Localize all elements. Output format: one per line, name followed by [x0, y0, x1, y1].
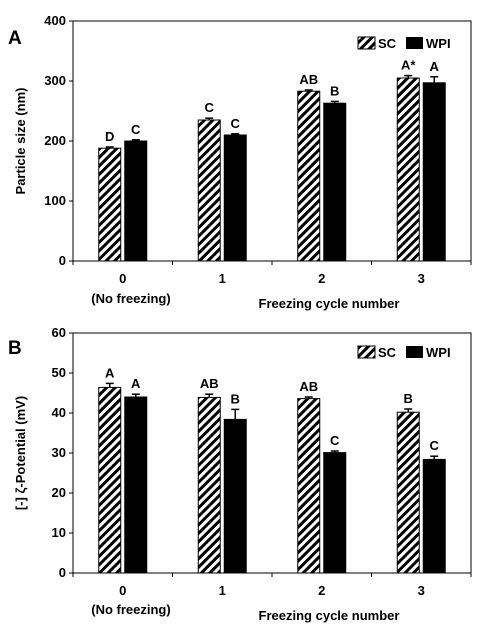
bars-a: 0 100 200 300 400 0 1 2 3 D C AB A* C C B A: [44, 13, 472, 286]
significance-label-sc-b-0: A: [105, 365, 115, 380]
x-tick-label-b-2: 2: [318, 583, 325, 598]
x-axis-label-a: Freezing cycle number: [259, 296, 400, 311]
chart-panel-b: B [-] ζ-Potential (mV) Freezing cycle nu…: [8, 325, 472, 623]
bar-sc-b-0: [98, 386, 122, 574]
x-tick-label-a-3: 3: [418, 271, 425, 286]
y-tick-label-b-4: 40: [52, 405, 66, 420]
bar-sc-b-2: [297, 398, 321, 574]
bar-sc-a-3: [396, 77, 420, 262]
x-tick-label-b-3: 3: [418, 583, 425, 598]
significance-label-sc-b-3: B: [404, 391, 413, 406]
legend-swatch-sc-b: [357, 345, 376, 359]
bar-sc-a-2: [297, 90, 321, 262]
legend-swatch-wpi-a: [406, 37, 423, 49]
y-tick-label-a-4: 400: [44, 13, 66, 28]
significance-label-sc-a-1: C: [205, 100, 215, 115]
y-axis-label-b: [-] ζ-Potential (mV): [13, 396, 28, 510]
x-axis-label-b: Freezing cycle number: [259, 608, 400, 623]
y-tick-label-b-0: 0: [59, 565, 66, 580]
bar-sc-a-1: [197, 119, 221, 262]
y-tick-label-a-3: 300: [44, 73, 66, 88]
y-tick-label-a-0: 0: [59, 253, 66, 268]
x-sublabel-a: (No freezing): [91, 291, 170, 306]
significance-label-wpi-b-0: A: [131, 376, 141, 391]
x-tick-label-a-2: 2: [318, 271, 325, 286]
x-tick-label-a-1: 1: [219, 271, 226, 286]
significance-label-wpi-b-3: C: [430, 438, 440, 453]
bar-sc-b-3: [396, 411, 420, 574]
bar-wpi-a-2: [323, 102, 347, 262]
legend-label-sc-b: SC: [378, 345, 397, 360]
panel-label-b: B: [8, 338, 22, 359]
significance-label-wpi-a-1: C: [231, 116, 241, 131]
legend-label-wpi-b: WPI: [426, 345, 451, 360]
bar-wpi-a-3: [422, 82, 446, 262]
significance-label-wpi-a-0: C: [131, 122, 141, 137]
significance-label-wpi-a-3: A: [430, 59, 440, 74]
y-tick-label-a-2: 200: [44, 133, 66, 148]
legend-label-wpi-a: WPI: [426, 36, 451, 51]
x-tick-label-a-0: 0: [119, 271, 126, 286]
legend-b: SC WPI: [357, 345, 451, 360]
bar-wpi-a-1: [223, 134, 247, 262]
bar-wpi-b-3: [422, 458, 446, 574]
significance-label-sc-a-3: A*: [401, 58, 416, 73]
y-tick-label-b-2: 20: [52, 485, 66, 500]
x-tick-label-b-1: 1: [219, 583, 226, 598]
bar-wpi-b-1: [223, 418, 247, 574]
significance-label-wpi-a-2: B: [330, 83, 339, 98]
y-tick-label-b-3: 30: [52, 445, 66, 460]
y-axis-label-a: Particle size (nm): [13, 88, 28, 195]
y-tick-label-b-1: 10: [52, 525, 66, 540]
x-sublabel-b: (No freezing): [91, 602, 170, 617]
x-tick-label-b-0: 0: [119, 583, 126, 598]
y-tick-label-a-1: 100: [44, 193, 66, 208]
chart-panel-a: A Particle size (nm) Freezing cycle numb…: [8, 13, 472, 311]
y-tick-label-b-5: 50: [52, 365, 66, 380]
bar-sc-b-1: [197, 396, 221, 574]
bar-wpi-b-0: [124, 396, 148, 574]
bar-wpi-a-0: [124, 140, 148, 262]
legend-swatch-sc-a: [357, 36, 376, 50]
significance-label-wpi-b-1: B: [231, 391, 240, 406]
significance-label-sc-a-2: AB: [299, 72, 318, 87]
significance-label-sc-b-1: AB: [200, 376, 219, 391]
legend-label-sc-a: SC: [378, 36, 397, 51]
y-tick-label-b-6: 60: [52, 325, 66, 340]
legend-a: SC WPI: [357, 36, 451, 51]
significance-label-sc-a-0: D: [105, 129, 114, 144]
significance-label-wpi-b-2: C: [330, 433, 340, 448]
bar-wpi-b-2: [323, 452, 347, 574]
legend-swatch-wpi-b: [406, 346, 423, 358]
bar-sc-a-0: [98, 147, 122, 262]
significance-label-sc-b-2: AB: [299, 379, 318, 394]
panel-label-a: A: [8, 28, 22, 49]
